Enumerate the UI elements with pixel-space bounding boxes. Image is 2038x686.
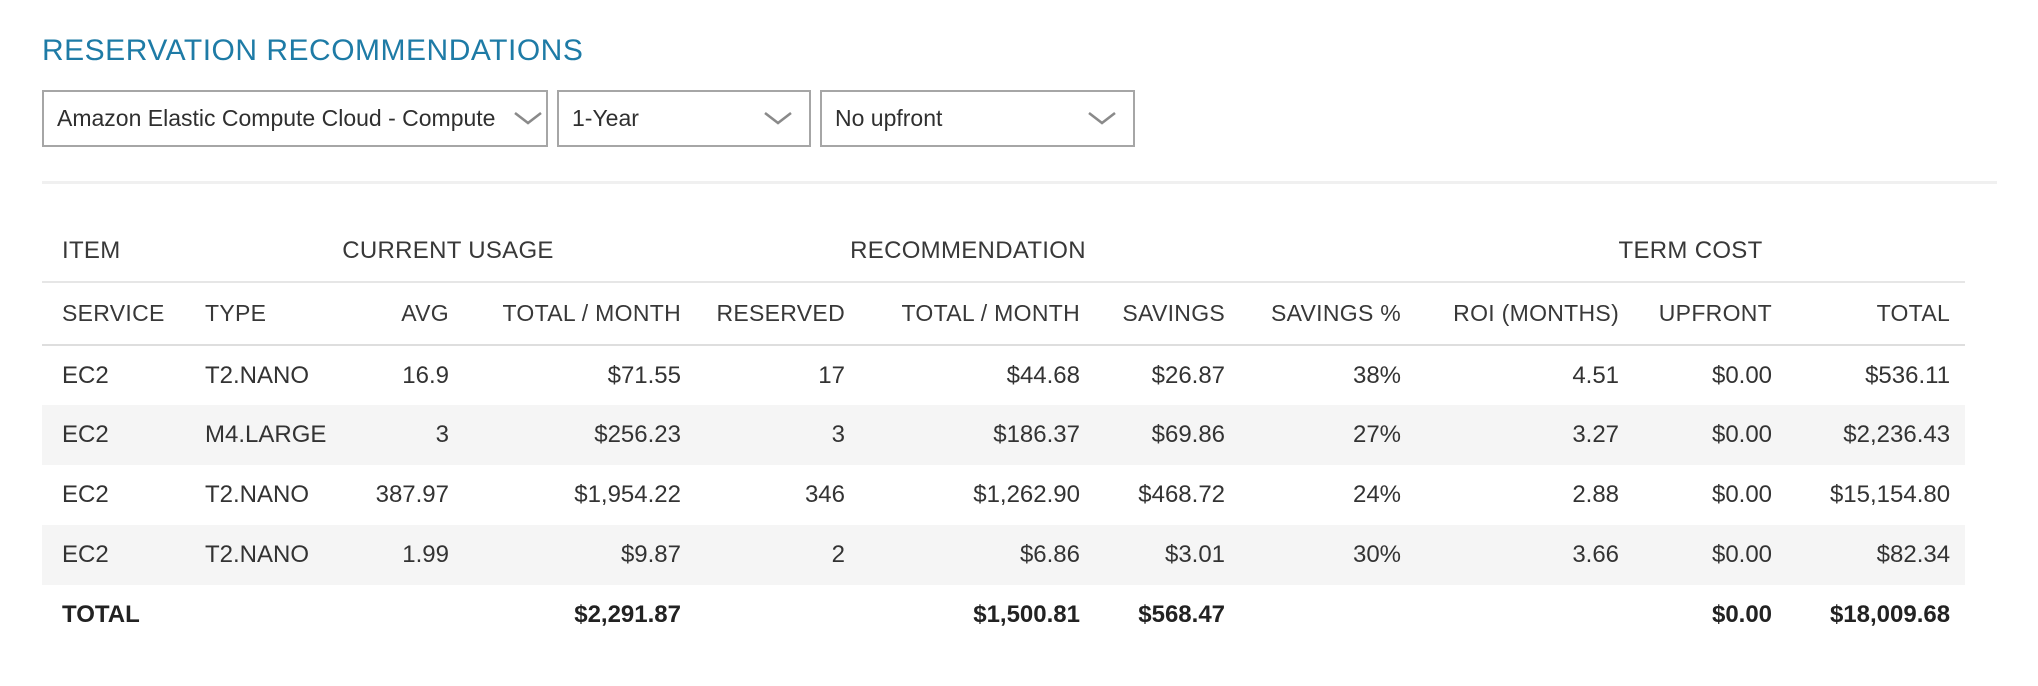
cell-roi-months: 3.27 [1416, 405, 1635, 465]
group-header-current-usage: CURRENT USAGE [200, 220, 696, 283]
total-savings-pct [1240, 585, 1416, 645]
chevron-down-icon [514, 111, 543, 125]
cell-savings-pct: 24% [1352, 481, 1402, 508]
cell-type: T2.NANO [205, 361, 310, 389]
col-header-reserved: RESERVED [696, 282, 860, 346]
cell-total: $82.34 [1787, 525, 1966, 585]
cell-total: $2,236.43 [1787, 405, 1966, 465]
cell-savings-pct: 27% [1240, 405, 1417, 465]
cell-roi-months: 2.88 [1572, 481, 1620, 508]
col-header-savings: SAVINGS [1095, 282, 1241, 346]
table-row: EC2 T2.NANO 1.99 $9.87 2 $6.86 $3.01 30%… [42, 525, 1966, 585]
cell-total-month-2: $6.86 [860, 525, 1095, 585]
cell-roi-months: 4.51 [1572, 361, 1620, 389]
col-header-total-month-1: TOTAL / MONTH [464, 282, 696, 346]
cell-total-month-1: $9.87 [464, 525, 696, 585]
service-select-value: Amazon Elastic Compute Cloud - Compute [57, 105, 496, 131]
cell-savings-pct: 30% [1240, 525, 1417, 585]
cell-total: $15,154.80 [1829, 481, 1951, 508]
cell-service: EC2 [42, 525, 200, 585]
cell-total-month-1: $1,954.22 [574, 481, 681, 508]
cell-total-month-2: $44.68 [1006, 361, 1080, 389]
section-divider [42, 181, 1997, 184]
cell-type: T2.NANO [205, 481, 310, 508]
cell-total-month-2: $186.37 [860, 405, 1095, 465]
cell-upfront: $0.00 [1634, 525, 1788, 585]
table-total-row: TOTAL $2,291.87 $1,500.81 $568.47 $0.00 … [42, 585, 1965, 645]
cell-avg: 387.97 [375, 481, 449, 508]
table-row: EC2 T2.NANO 16.9 $71.55 17 $44.68 $26.87… [42, 345, 1965, 405]
cell-savings: $26.87 [1151, 361, 1226, 389]
col-header-savings-pct: SAVINGS % [1240, 282, 1417, 346]
cell-upfront: $0.00 [1711, 361, 1773, 389]
total-reserved [696, 585, 860, 645]
cell-total-month-2: $1,262.90 [973, 481, 1080, 508]
group-header-term-cost: TERM COST [1416, 220, 1966, 283]
cell-avg: 3 [340, 405, 464, 465]
table-row: EC2 M4.LARGE 3 $256.23 3 $186.37 $69.86 … [42, 405, 1966, 465]
term-select[interactable]: 1-Year [557, 90, 811, 147]
total-upfront: $0.00 [1711, 601, 1773, 628]
cell-total-month-1: $71.55 [607, 361, 681, 389]
cell-savings: $3.01 [1095, 525, 1241, 585]
cell-type: M4.LARGE [200, 405, 340, 465]
total-label: TOTAL [62, 601, 140, 628]
cell-savings-pct: 38% [1352, 361, 1402, 389]
col-header-service: SERVICE [42, 282, 200, 346]
page-title: RESERVATION RECOMMENDATIONS [42, 34, 584, 67]
cell-service: EC2 [62, 361, 109, 389]
col-header-avg: AVG [340, 282, 464, 346]
cell-roi-months: 3.66 [1416, 525, 1635, 585]
recommendations-table: ITEM CURRENT USAGE RECOMMENDATION TERM C… [42, 220, 1966, 645]
cell-upfront: $0.00 [1634, 405, 1788, 465]
cell-reserved: 3 [696, 405, 860, 465]
table-row: EC2 T2.NANO 387.97 $1,954.22 346 $1,262.… [42, 465, 1965, 525]
total-total-month-1: $2,291.87 [574, 601, 681, 628]
group-header-spacer [1240, 220, 1417, 283]
payment-select[interactable]: No upfront [820, 90, 1135, 147]
total-avg [340, 585, 464, 645]
col-header-total-month-2: TOTAL / MONTH [860, 282, 1095, 346]
group-header-item: ITEM [42, 220, 200, 283]
cell-reserved: 346 [804, 481, 845, 508]
payment-select-value: No upfront [835, 105, 943, 131]
cell-reserved: 17 [818, 361, 845, 389]
cell-savings: $468.72 [1138, 481, 1226, 508]
total-type [200, 585, 340, 645]
chevron-down-icon [1088, 111, 1116, 125]
col-header-upfront: UPFRONT [1634, 282, 1788, 346]
cell-total-month-1: $256.23 [464, 405, 696, 465]
service-select[interactable]: Amazon Elastic Compute Cloud - Compute [42, 90, 548, 147]
cell-avg: 16.9 [402, 361, 449, 389]
chevron-down-icon [764, 111, 792, 125]
total-savings: $568.47 [1138, 601, 1226, 628]
col-header-roi-months: ROI (MONTHS) [1416, 282, 1635, 346]
term-select-value: 1-Year [572, 105, 639, 131]
cell-reserved: 2 [696, 525, 860, 585]
cell-total: $536.11 [1865, 361, 1951, 389]
cell-savings: $69.86 [1095, 405, 1241, 465]
cell-avg: 1.99 [340, 525, 464, 585]
cell-service: EC2 [42, 405, 200, 465]
total-total-month-2: $1,500.81 [973, 601, 1080, 628]
table-group-header-row: ITEM CURRENT USAGE RECOMMENDATION TERM C… [42, 220, 1966, 283]
table-column-header-row: SERVICE TYPE AVG TOTAL / MONTH RESERVED … [42, 282, 1966, 346]
total-roi-months [1416, 585, 1634, 645]
cell-type: T2.NANO [200, 525, 340, 585]
total-total: $18,009.68 [1829, 601, 1951, 628]
col-header-total: TOTAL [1787, 282, 1966, 346]
cell-service: EC2 [62, 481, 109, 508]
filter-bar: Amazon Elastic Compute Cloud - Compute 1… [42, 90, 1135, 147]
col-header-type: TYPE [200, 282, 340, 346]
group-header-recommendation: RECOMMENDATION [696, 220, 1241, 283]
cell-upfront: $0.00 [1711, 481, 1773, 508]
